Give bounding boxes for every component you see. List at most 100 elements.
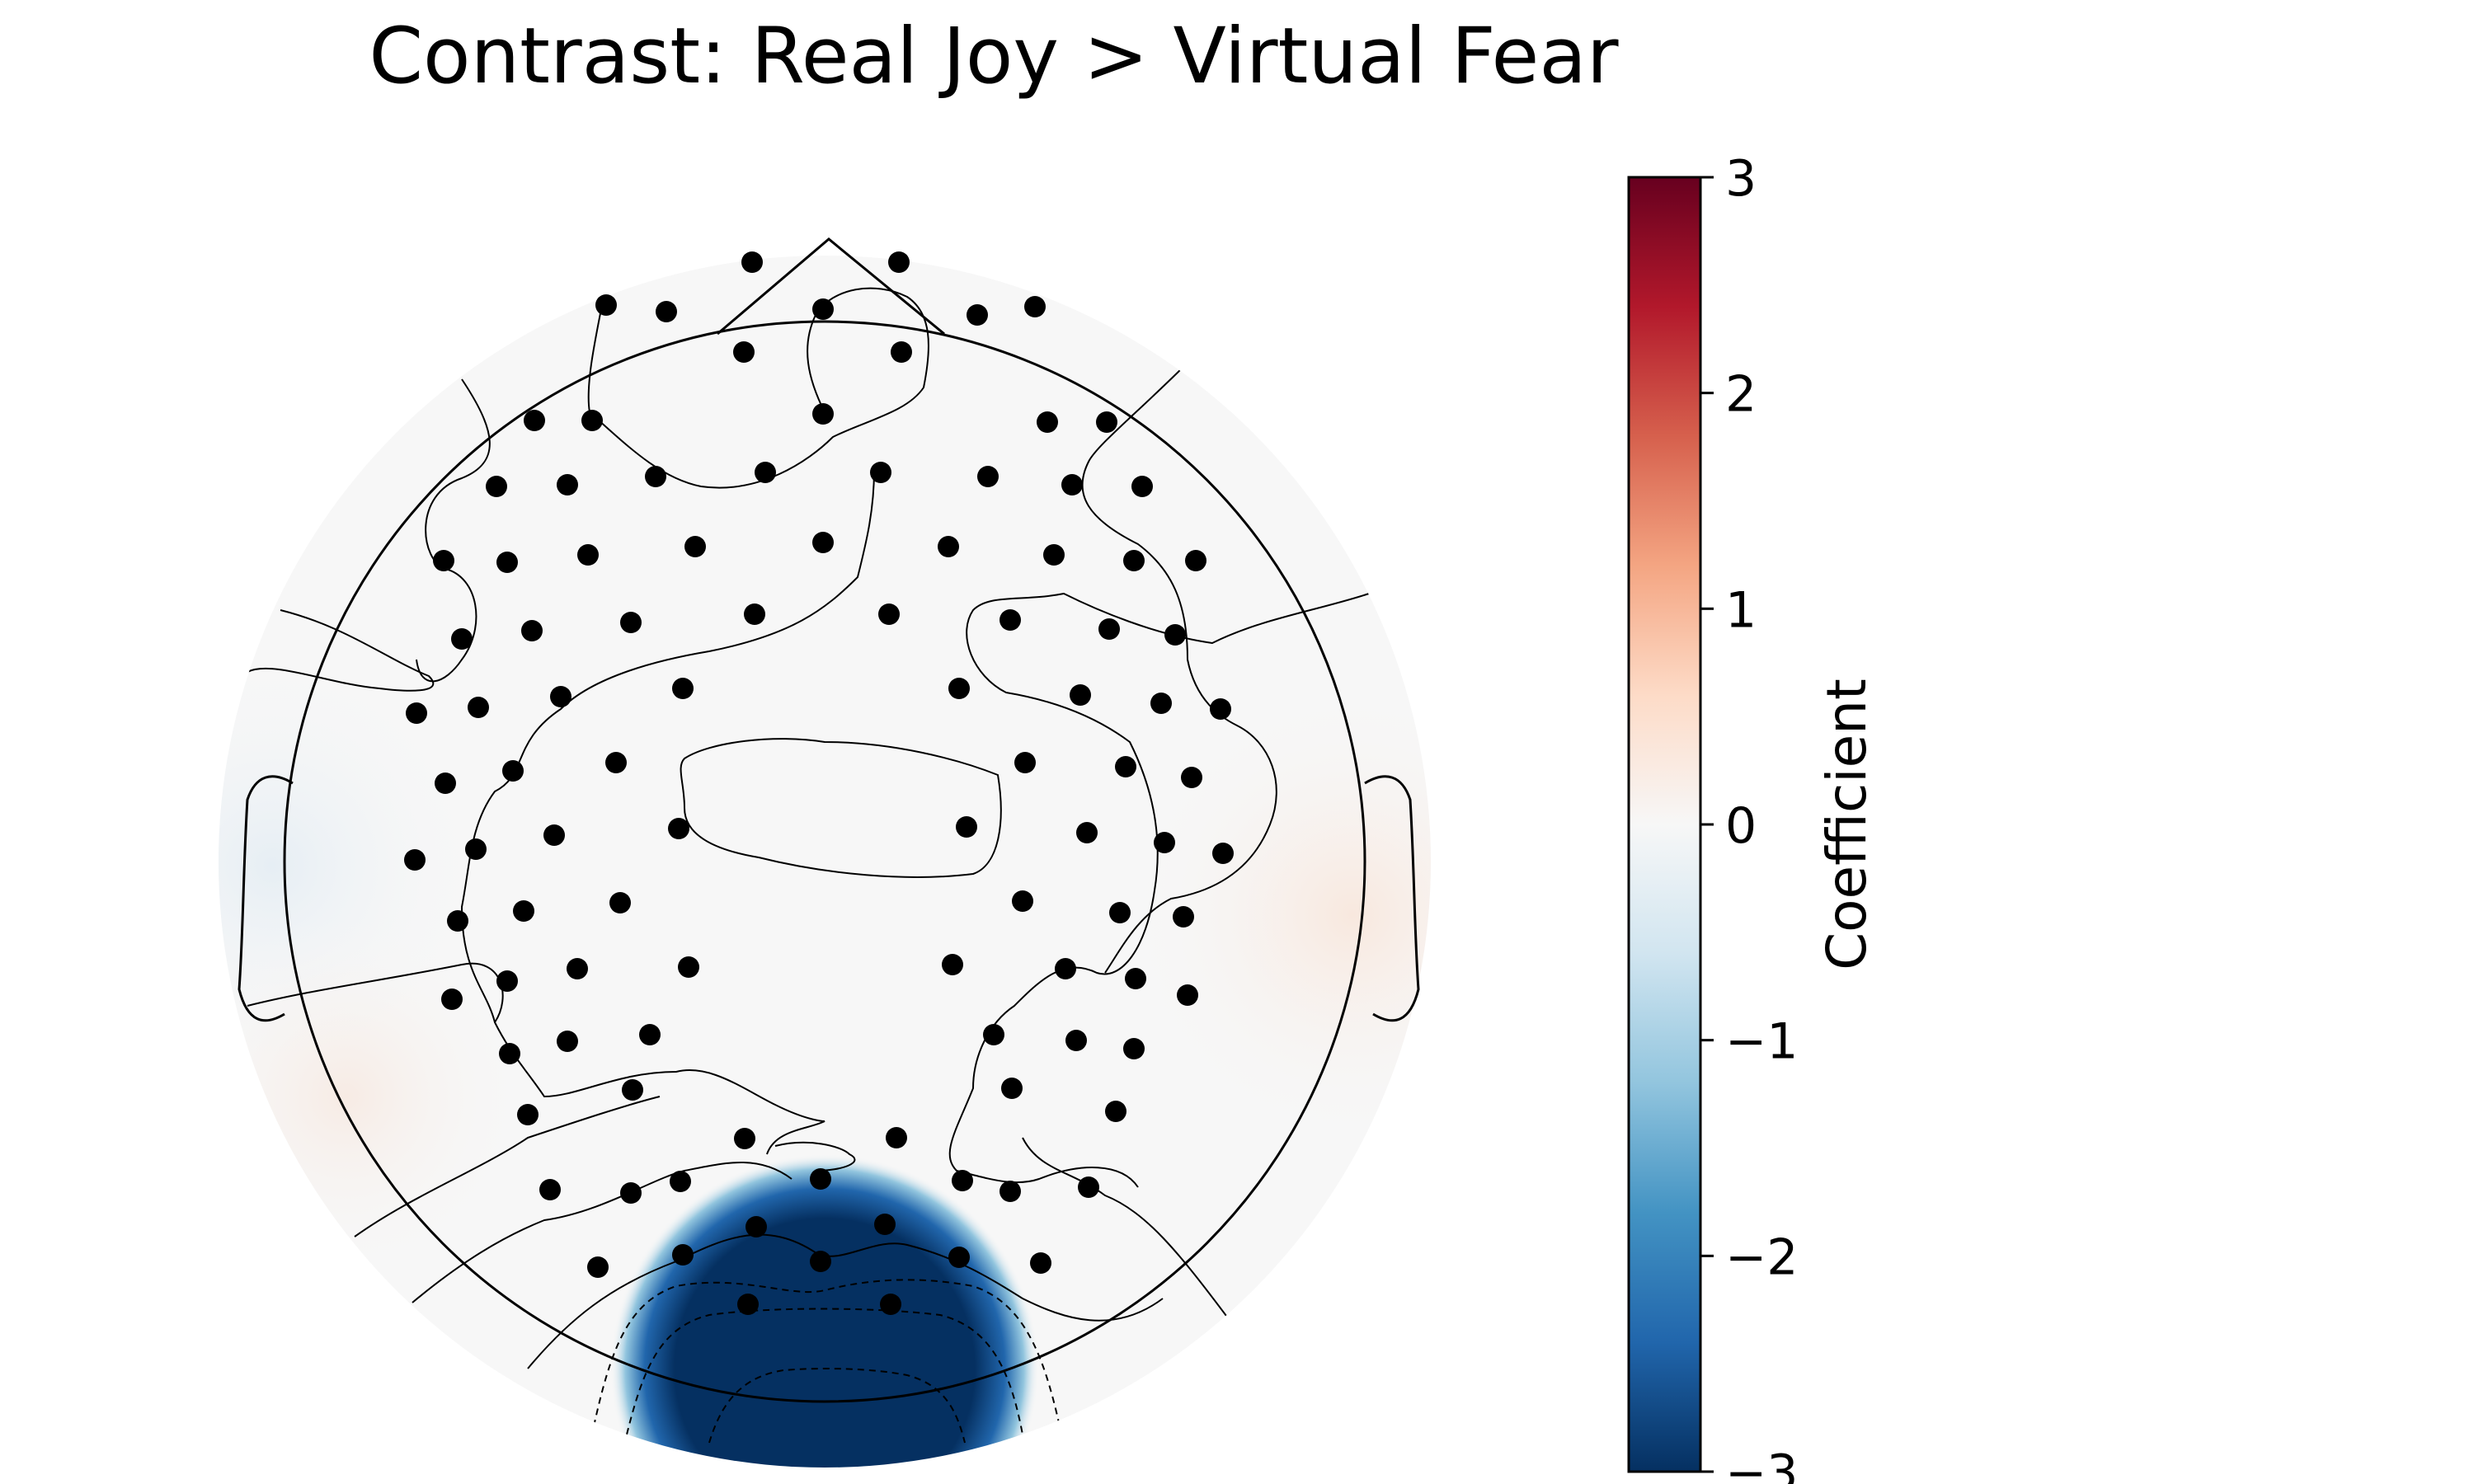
sensor-dot (1154, 832, 1175, 853)
sensor-dot (543, 824, 565, 846)
topomap (219, 237, 1431, 1468)
colorbar-label: Coefficient (1815, 679, 1879, 970)
sensor-dot (1131, 476, 1153, 497)
sensor-dot (595, 294, 617, 316)
sensor-dot (639, 1024, 661, 1045)
sensor-dot (502, 760, 524, 782)
sensor-dot (496, 970, 518, 992)
sensor-dot (670, 1171, 691, 1192)
sensor-dot (1185, 550, 1206, 571)
sensor-dot (942, 954, 963, 975)
sensor-dot (948, 678, 970, 699)
sensor-dot (496, 552, 518, 573)
sensor-dot (1150, 693, 1172, 714)
sensor-dot (684, 536, 706, 557)
sensor-dot (1181, 767, 1202, 788)
colorbar-gradient (1627, 176, 1702, 1473)
sensor-dot (1164, 624, 1186, 646)
sensor-dot (1061, 474, 1083, 495)
sensor-dot (656, 301, 677, 322)
topomap-field (219, 256, 1431, 1468)
sensor-dot (609, 892, 631, 913)
sensor-dot (557, 1031, 578, 1052)
sensor-dot (1210, 698, 1231, 720)
colorbar-tick-label: 1 (1725, 581, 1757, 639)
sensor-dot (1043, 544, 1065, 566)
sensor-dot (672, 678, 694, 699)
sensor-dot (517, 1104, 539, 1125)
sensor-dot (620, 1182, 642, 1204)
sensor-dot (1078, 1176, 1099, 1198)
sensor-dot (567, 958, 588, 979)
sensor-dot (1070, 684, 1091, 706)
sensor-dot (1109, 902, 1131, 923)
sensor-dot (810, 1168, 831, 1190)
sensor-dot (870, 462, 891, 483)
sensor-dot (1037, 411, 1058, 433)
sensor-dot (1123, 550, 1145, 571)
sensor-dot (404, 849, 426, 871)
sensor-dot (513, 900, 534, 922)
colorbar-ticks: 3 2 1 0 −1 −2 −3 (1700, 150, 1798, 1484)
colorbar-tick-label: −3 (1725, 1444, 1798, 1484)
sensor-dot (577, 544, 599, 566)
sensor-dot (1123, 1038, 1145, 1059)
sensor-dot (605, 752, 627, 773)
sensor-dot (880, 1294, 901, 1315)
sensor-dot (1177, 984, 1198, 1006)
colorbar-tick-label: 2 (1725, 366, 1757, 424)
sensor-dot (1115, 756, 1136, 777)
sensor-dot (550, 686, 571, 707)
sensor-dot (620, 612, 642, 633)
colorbar: 3 2 1 0 −1 −2 −3 Coefficient (1627, 150, 1879, 1484)
sensor-dot (891, 341, 912, 363)
colorbar-tick-label: 0 (1725, 797, 1757, 855)
left-ear-outline (238, 775, 294, 1022)
sensor-dot (878, 603, 900, 625)
sensor-dot (744, 603, 765, 625)
sensor-dot (967, 304, 988, 326)
sensor-dot (1065, 1030, 1087, 1051)
sensor-dot (1076, 822, 1098, 843)
sensor-dot (678, 956, 699, 978)
sensor-dot (486, 476, 507, 497)
sensor-dot (672, 1244, 694, 1266)
sensor-dot (1024, 296, 1046, 317)
negative-contours (593, 1279, 1061, 1444)
sensor-dot (812, 532, 834, 553)
sensor-dot (888, 251, 910, 273)
sensor-dot (999, 1181, 1021, 1202)
sensor-dot (733, 341, 755, 363)
sensor-dot (451, 628, 473, 650)
occipital-minimum-region (219, 1072, 1431, 1468)
sensor-dot (977, 466, 999, 487)
sensor-dot (874, 1214, 896, 1235)
sensor-dot (465, 838, 487, 860)
head-outline (283, 320, 1366, 1403)
sensor-dot (1014, 752, 1036, 773)
sensor-dot (812, 403, 834, 425)
sensor-dot (1030, 1252, 1051, 1274)
sensor-dot (755, 462, 776, 483)
sensor-dot (741, 251, 763, 273)
sensor-dot (1173, 906, 1194, 928)
sensor-dot (433, 550, 454, 571)
sensor-dot (581, 410, 603, 431)
sensor-dot (1098, 618, 1120, 640)
sensor-dot (948, 1247, 970, 1268)
sensor-dot (956, 816, 977, 838)
sensor-dot (1055, 958, 1076, 979)
sensor-dot (734, 1128, 755, 1149)
right-ear-outline (1364, 775, 1420, 1022)
sensor-dot (1105, 1101, 1126, 1122)
sensor-dot (668, 818, 689, 839)
sensor-dot (406, 702, 427, 724)
colorbar-tick-label: −2 (1725, 1228, 1798, 1286)
sensor-dot (622, 1079, 643, 1101)
sensor-dot (999, 609, 1021, 631)
sensor-dot (737, 1294, 759, 1315)
sensor-dot (435, 773, 456, 794)
sensor-dot (441, 989, 463, 1010)
sensor-dot (447, 910, 468, 932)
nose-outline (717, 237, 945, 336)
